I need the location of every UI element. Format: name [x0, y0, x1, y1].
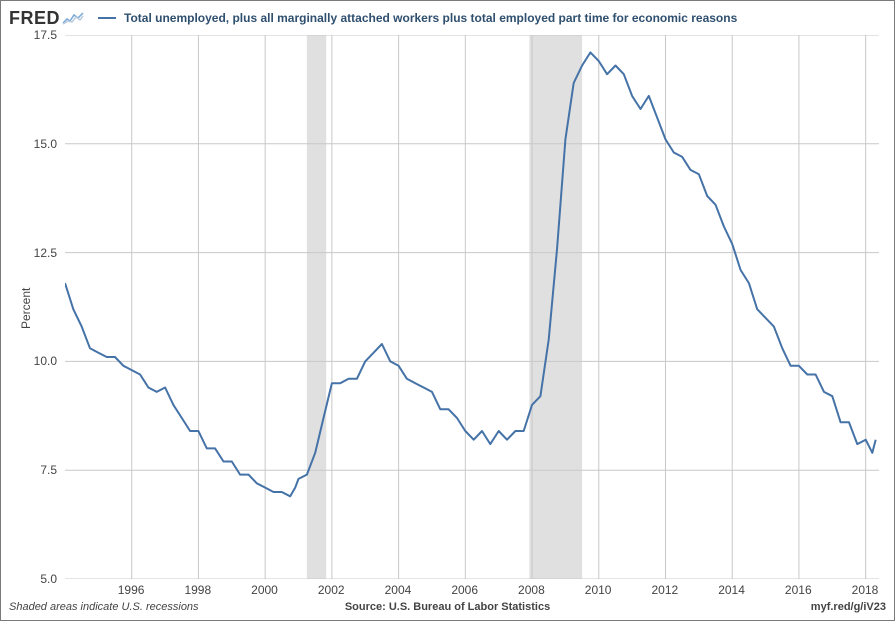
x-tick-label: 1996 — [118, 583, 145, 597]
logo-text: FRED — [9, 8, 60, 29]
line-chart — [65, 35, 879, 579]
footer-link: myf.red/g/iV23 — [811, 601, 886, 613]
y-tick-label: 7.5 — [40, 463, 57, 477]
x-tick-label: 2000 — [251, 583, 278, 597]
y-tick-label: 15.0 — [34, 137, 57, 151]
y-axis-title: Percent — [19, 288, 33, 329]
x-tick-label: 2012 — [651, 583, 678, 597]
footer-source: Source: U.S. Bureau of Labor Statistics — [345, 601, 550, 613]
legend-swatch — [98, 17, 116, 20]
footer-recession-note: Shaded areas indicate U.S. recessions — [9, 601, 199, 613]
x-tick-label: 2014 — [718, 583, 745, 597]
y-tick-label: 17.5 — [34, 28, 57, 42]
legend-label: Total unemployed, plus all marginally at… — [124, 11, 737, 25]
x-tick-label: 2004 — [385, 583, 412, 597]
x-tick-label: 2010 — [585, 583, 612, 597]
y-tick-label: 12.5 — [34, 246, 57, 260]
chart-header: FRED Total unemployed, plus all marginal… — [9, 7, 886, 29]
x-tick-label: 2002 — [318, 583, 345, 597]
x-tick-label: 2018 — [852, 583, 879, 597]
x-tick-label: 2006 — [451, 583, 478, 597]
x-tick-label: 2008 — [518, 583, 545, 597]
y-tick-label: 5.0 — [40, 572, 57, 586]
y-tick-label: 10.0 — [34, 354, 57, 368]
logo-chart-icon — [62, 11, 84, 25]
x-tick-label: 1998 — [184, 583, 211, 597]
fred-logo: FRED — [9, 8, 84, 29]
chart-container: FRED Total unemployed, plus all marginal… — [0, 0, 895, 621]
x-tick-label: 2016 — [785, 583, 812, 597]
chart-footer: Shaded areas indicate U.S. recessions So… — [9, 598, 886, 616]
